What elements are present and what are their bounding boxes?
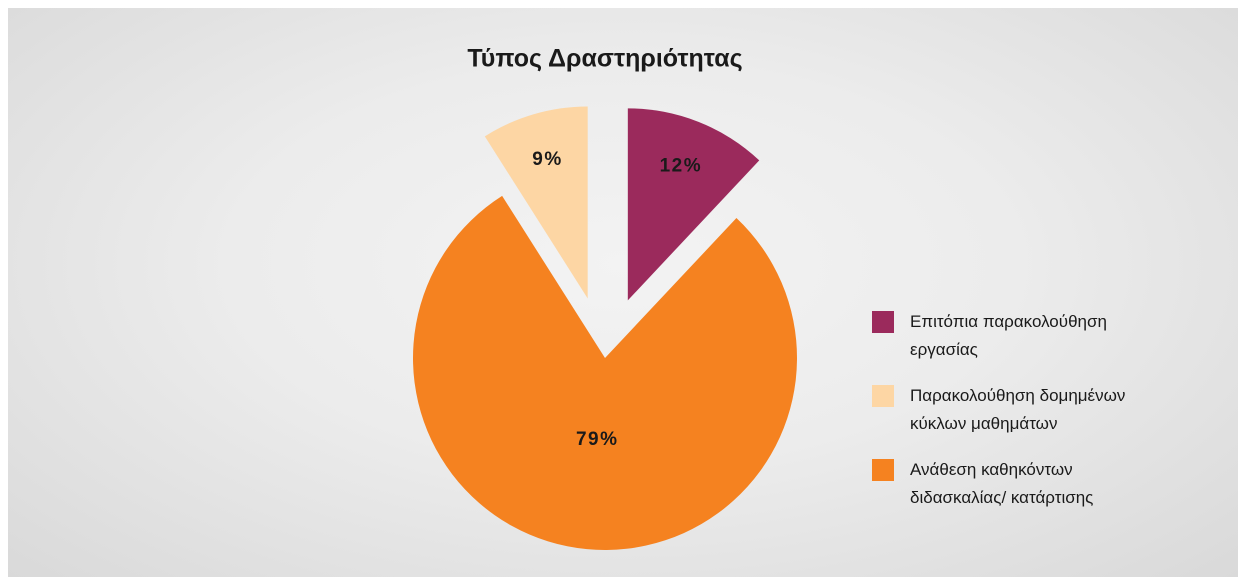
pie-slice bbox=[413, 195, 797, 550]
legend-item: Παρακολούθηση δομημένων κύκλων μαθημάτων bbox=[872, 382, 1162, 438]
legend-swatch bbox=[872, 311, 894, 333]
slice-label: 12% bbox=[660, 155, 703, 176]
legend-item: Ανάθεση καθηκόντων διδασκαλίας/ κατάρτισ… bbox=[872, 456, 1162, 512]
pie-slice bbox=[484, 106, 588, 299]
legend-label: Ανάθεση καθηκόντων διδασκαλίας/ κατάρτισ… bbox=[910, 460, 1094, 507]
legend-label: Παρακολούθηση δομημένων κύκλων μαθημάτων bbox=[910, 386, 1126, 433]
legend-swatch bbox=[872, 459, 894, 481]
pie-slice bbox=[627, 108, 760, 301]
legend: Επιτόπια παρακολούθηση εργασίας Παρακολού… bbox=[872, 308, 1162, 530]
slice-label: 79% bbox=[576, 429, 619, 450]
legend-item: Επιτόπια παρακολούθηση εργασίας bbox=[872, 308, 1162, 364]
slice-label: 9% bbox=[532, 149, 562, 170]
legend-swatch bbox=[872, 385, 894, 407]
legend-label: Επιτόπια παρακολούθηση εργασίας bbox=[910, 312, 1107, 359]
chart-title: Τύπος Δραστηριότητας bbox=[467, 45, 742, 73]
